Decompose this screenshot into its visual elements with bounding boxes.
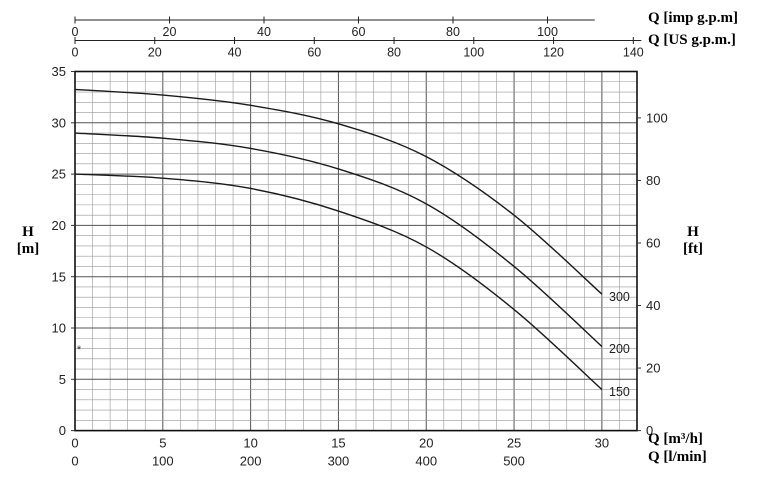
- svg-text:0: 0: [71, 436, 78, 451]
- svg-text:0: 0: [72, 46, 79, 60]
- svg-text:40: 40: [228, 46, 242, 60]
- svg-text:500: 500: [503, 454, 525, 469]
- svg-text:40: 40: [646, 298, 660, 313]
- svg-text:100: 100: [537, 25, 558, 39]
- svg-text:5: 5: [159, 436, 166, 451]
- svg-text:60: 60: [646, 236, 660, 251]
- svg-text:25: 25: [52, 167, 66, 182]
- svg-text:30: 30: [595, 436, 609, 451]
- svg-text:35: 35: [52, 64, 66, 79]
- svg-text:10: 10: [243, 436, 257, 451]
- svg-text:100: 100: [463, 46, 484, 60]
- svg-text:25: 25: [507, 436, 521, 451]
- svg-text:300: 300: [609, 290, 630, 304]
- svg-text:20: 20: [148, 46, 162, 60]
- svg-text:40: 40: [257, 25, 271, 39]
- svg-text:80: 80: [387, 46, 401, 60]
- svg-text:30: 30: [52, 115, 66, 130]
- svg-text:300: 300: [328, 454, 350, 469]
- svg-text:10: 10: [52, 321, 66, 336]
- svg-text:100: 100: [152, 454, 174, 469]
- svg-text:20: 20: [52, 218, 66, 233]
- svg-text:200: 200: [609, 342, 630, 356]
- svg-text:60: 60: [352, 25, 366, 39]
- svg-text:140: 140: [623, 46, 644, 60]
- svg-text:*: *: [77, 344, 82, 356]
- svg-text:0: 0: [59, 423, 66, 438]
- svg-text:100: 100: [646, 110, 668, 125]
- svg-text:120: 120: [543, 46, 564, 60]
- svg-text:200: 200: [240, 454, 262, 469]
- svg-text:150: 150: [609, 385, 630, 399]
- svg-text:5: 5: [59, 372, 66, 387]
- svg-text:0: 0: [71, 454, 78, 469]
- svg-text:20: 20: [646, 361, 660, 376]
- svg-text:80: 80: [446, 25, 460, 39]
- svg-text:80: 80: [646, 173, 660, 188]
- svg-text:15: 15: [331, 436, 345, 451]
- svg-text:0: 0: [72, 25, 79, 39]
- svg-text:20: 20: [419, 436, 433, 451]
- svg-text:400: 400: [415, 454, 437, 469]
- svg-text:60: 60: [307, 46, 321, 60]
- svg-text:20: 20: [163, 25, 177, 39]
- svg-text:15: 15: [52, 269, 66, 284]
